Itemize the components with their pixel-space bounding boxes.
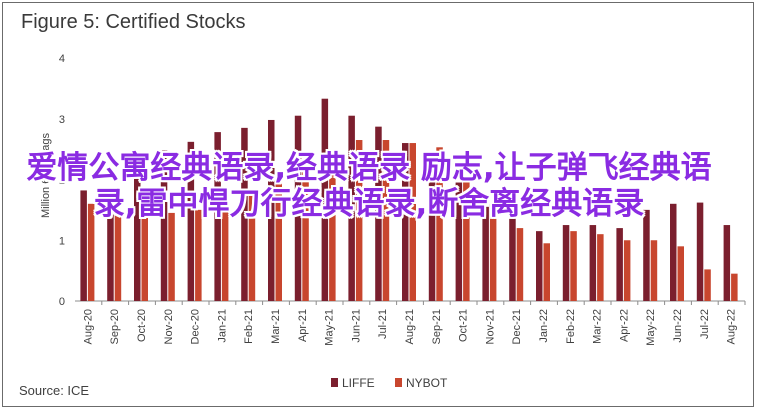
bar-liffe bbox=[107, 188, 114, 301]
bar-liffe bbox=[562, 225, 570, 301]
x-tick-label: Dec-20 bbox=[190, 309, 202, 344]
bar-nybot bbox=[489, 203, 497, 301]
bar-liffe bbox=[160, 150, 168, 301]
bar-liffe bbox=[321, 98, 329, 301]
x-tick-label: Feb-22 bbox=[565, 309, 577, 344]
bar-nybot bbox=[87, 203, 95, 301]
bar-liffe bbox=[428, 169, 436, 301]
bar-liffe bbox=[214, 132, 221, 301]
x-tick-label: Sep-21 bbox=[431, 309, 443, 344]
bar-nybot bbox=[704, 269, 711, 301]
y-tick-label: 4 bbox=[59, 53, 65, 65]
x-tick-label: Aug-22 bbox=[726, 309, 738, 344]
x-tick-label: Sep-20 bbox=[109, 309, 121, 344]
bar-nybot bbox=[409, 143, 416, 301]
legend-label-nybot: NYBOT bbox=[406, 376, 448, 390]
bar-liffe bbox=[402, 143, 409, 301]
bar-liffe bbox=[375, 126, 382, 302]
bar-nybot bbox=[731, 273, 738, 301]
bar-liffe bbox=[482, 206, 489, 301]
x-tick-label: Aug-20 bbox=[82, 309, 94, 344]
bar-liffe bbox=[536, 231, 543, 301]
x-tick-label: Mar-21 bbox=[270, 309, 282, 344]
bar-liffe bbox=[723, 225, 731, 301]
x-tick-label: Aug-21 bbox=[404, 309, 416, 344]
x-tick-label: Jan-21 bbox=[216, 309, 228, 343]
y-tick-label: 2 bbox=[59, 175, 65, 187]
source-note: Source: ICE bbox=[19, 383, 90, 398]
x-tick-label: Apr-22 bbox=[618, 309, 630, 342]
y-tick-label: 1 bbox=[59, 235, 65, 247]
bar-nybot bbox=[677, 246, 684, 301]
bar-liffe bbox=[80, 190, 87, 301]
legend-label-liffe: LIFFE bbox=[342, 376, 375, 390]
bar-liffe bbox=[294, 115, 302, 302]
bar-nybot bbox=[650, 240, 658, 301]
x-tick-label: Nov-21 bbox=[484, 309, 496, 344]
x-tick-label: Mar-22 bbox=[592, 309, 604, 344]
x-tick-label: Jun-22 bbox=[672, 309, 684, 343]
bar-nybot bbox=[114, 211, 122, 301]
bar-liffe bbox=[455, 182, 463, 301]
bar-liffe bbox=[589, 225, 597, 301]
chart-plot: 0 1 2 3 4 Million 60kg bags Aug-20 Sep-20 Oct-20… bbox=[40, 53, 746, 390]
bar-liffe bbox=[509, 215, 516, 301]
x-tick-label: Oct-21 bbox=[458, 309, 470, 342]
legend-swatch-nybot bbox=[395, 378, 402, 387]
bar-nybot bbox=[355, 140, 363, 301]
x-tick-label: Jul-21 bbox=[377, 309, 389, 339]
legend-swatch-liffe bbox=[331, 378, 338, 387]
bar-liffe bbox=[268, 119, 275, 301]
bar-nybot bbox=[302, 170, 309, 301]
bar-liffe bbox=[134, 174, 141, 301]
x-tick-label: Jun-21 bbox=[350, 309, 362, 343]
x-tick-label: Apr-21 bbox=[297, 309, 309, 342]
bar-nybot bbox=[570, 231, 577, 301]
bar-nybot bbox=[597, 234, 604, 301]
bar-liffe bbox=[241, 127, 248, 301]
bar-liffe bbox=[187, 141, 195, 301]
bar-liffe bbox=[696, 202, 704, 301]
bar-liffe bbox=[616, 228, 623, 301]
bar-nybot bbox=[436, 147, 443, 301]
bar-nybot bbox=[275, 180, 282, 301]
bar-nybot bbox=[516, 228, 524, 301]
y-axis-label: Million 60kg bags bbox=[40, 133, 52, 218]
x-tick-label: May-21 bbox=[324, 309, 336, 346]
x-tick-label: May-22 bbox=[645, 309, 657, 346]
bar-liffe bbox=[643, 209, 650, 301]
x-tick-label: Jul-22 bbox=[699, 309, 711, 339]
bar-nybot bbox=[543, 243, 550, 301]
bar-liffe bbox=[348, 115, 355, 302]
bar-nybot bbox=[248, 188, 256, 301]
bar-nybot bbox=[221, 205, 229, 301]
x-tick-label: Dec-21 bbox=[511, 309, 523, 344]
y-tick-label: 3 bbox=[59, 114, 65, 126]
bar-liffe bbox=[670, 203, 677, 301]
bar-nybot bbox=[168, 212, 175, 301]
x-tick-label: Nov-20 bbox=[163, 309, 175, 344]
x-tick-label: Jan-22 bbox=[538, 309, 550, 343]
bar-nybot bbox=[463, 179, 470, 301]
bar-nybot bbox=[329, 153, 336, 301]
chart-frame: Figure 5: Certified Stocks 0 1 2 3 4 Million … bbox=[2, 2, 754, 407]
bar-nybot bbox=[382, 140, 390, 301]
bar-nybot bbox=[195, 209, 202, 301]
y-tick-label: 0 bbox=[59, 296, 65, 308]
bar-nybot bbox=[141, 206, 148, 301]
chart-title: Figure 5: Certified Stocks bbox=[21, 11, 246, 33]
bar-nybot bbox=[623, 240, 631, 301]
x-tick-label: Oct-20 bbox=[136, 309, 148, 342]
x-tick-label: Feb-21 bbox=[243, 309, 255, 344]
